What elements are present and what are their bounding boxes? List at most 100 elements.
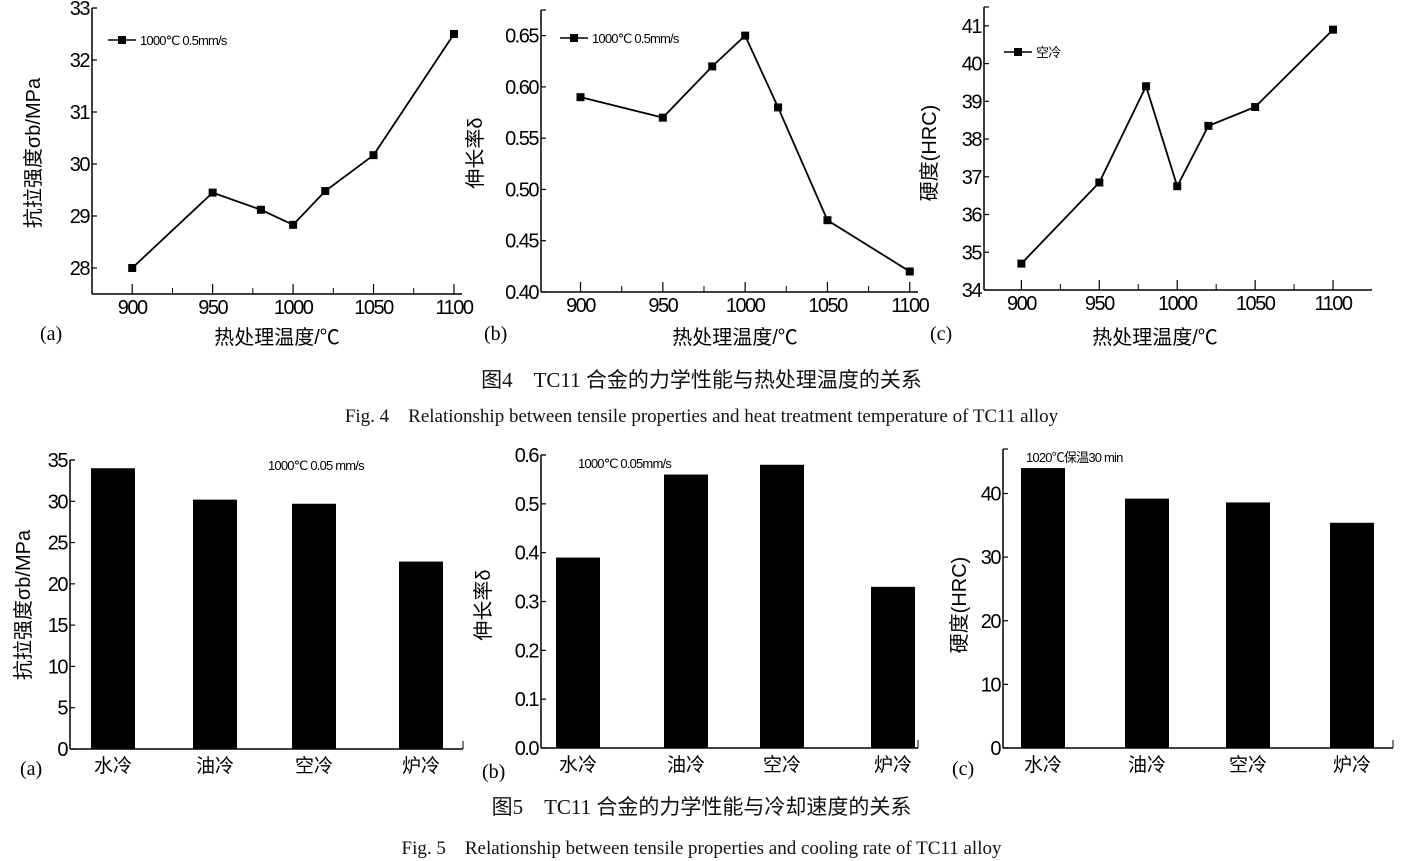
y-tick-label: 41 [962,16,983,38]
panel-label: (a) [20,758,42,780]
y-tick-label: 0.5 [515,494,540,516]
series-line [131,33,455,269]
annotation: 1020℃保温30 min [1026,450,1123,465]
legend-label: 1000℃ 0.5mm/s [592,31,680,46]
data-point [741,31,750,40]
bar [556,557,600,748]
data-point [1251,102,1260,111]
data-point [576,93,585,102]
panel-label: (a) [40,323,62,345]
figure4-caption-cn: 图4 TC11 合金的力学性能与热处理温度的关系 [481,368,922,392]
x-axis-label: 热处理温度/℃ [672,326,798,349]
y-tick-label: 0.40 [505,282,539,304]
data-point [1329,25,1338,34]
data-point [658,113,667,122]
x-category-label: 水冷 [559,754,597,776]
y-tick-label: 40 [981,484,1002,506]
data-point [128,264,137,272]
data-point [1204,121,1213,130]
x-axis-label: 热处理温度/℃ [214,326,340,349]
y-tick-label: 0.65 [505,26,539,48]
legend-marker [1014,48,1022,56]
y-tick-label: 0.60 [505,77,539,99]
y-tick-label: 20 [981,611,1002,633]
y-tick-label: 28 [70,258,91,280]
y-tick-label: 0.55 [505,128,539,150]
x-tick-label: 900 [1007,293,1037,315]
y-tick-label: 20 [48,574,69,596]
x-tick-label: 1100 [435,297,473,319]
legend-marker [118,36,126,44]
x-tick-label: 1050 [354,297,394,319]
y-tick-label: 0.6 [515,445,540,467]
bar [292,503,336,749]
x-category-label: 空冷 [295,755,333,777]
figure5-caption-en: Fig. 5 Relationship between tensile prop… [401,838,1002,859]
y-tick-label: 35 [48,450,69,472]
bar [664,474,708,748]
y-axis-label: 硬度(HRC) [918,105,941,202]
y-tick-label: 35 [962,242,983,264]
data-point [208,188,217,197]
bar [193,499,237,749]
bar [760,464,804,748]
figure4-caption-en: Fig. 4 Relationship between tensile prop… [344,406,1059,427]
bar [1125,498,1169,748]
x-tick-label: 1100 [891,295,929,317]
y-axis-label: 抗拉强度σb/MPa [12,529,35,680]
data-point [708,62,717,71]
series-line [580,34,911,273]
y-tick-label: 10 [48,656,69,678]
y-tick-label: 0.1 [515,689,540,711]
data-point [1017,259,1026,268]
y-tick-label: 0.2 [515,640,540,662]
annotation: 1000℃ 0.05 mm/s [268,458,365,473]
x-tick-label: 1000 [726,295,766,317]
x-tick-label: 950 [648,295,678,317]
x-tick-label: 1050 [808,295,848,317]
x-tick-label: 950 [198,297,228,319]
x-tick-label: 900 [566,295,596,317]
x-category-label: 油冷 [667,754,705,776]
x-category-label: 油冷 [196,755,234,777]
x-category-label: 水冷 [94,755,132,777]
x-tick-label: 950 [1085,293,1115,315]
y-tick-label: 0 [57,739,68,761]
bar [1330,522,1374,748]
data-point [1173,182,1182,191]
bar [1021,468,1065,748]
y-tick-label: 5 [57,698,68,720]
data-point [774,103,783,112]
x-category-label: 炉冷 [1333,754,1371,776]
y-tick-label: 25 [48,533,69,555]
y-tick-label: 38 [962,129,983,151]
legend-label: 空冷 [1036,45,1061,60]
y-axis-label: 伸长率δ [472,569,495,640]
x-category-label: 水冷 [1024,754,1062,776]
legend-label: 1000℃ 0.5mm/s [140,33,228,48]
y-tick-label: 39 [962,91,983,113]
x-category-label: 炉冷 [874,754,912,776]
x-tick-label: 1000 [1158,293,1198,315]
panel-label: (b) [482,761,505,783]
x-tick-label: 1000 [274,297,314,319]
panel-label: (c) [930,323,952,345]
y-tick-label: 34 [962,280,983,302]
bar [91,468,135,749]
data-point [1095,178,1104,187]
y-tick-label: 30 [70,154,91,176]
data-point [1142,82,1151,91]
y-tick-label: 29 [70,206,91,228]
x-axis-label: 热处理温度/℃ [1092,326,1218,349]
y-axis-label: 抗拉强度σb/MPa [22,77,45,228]
x-tick-label: 900 [118,297,148,319]
bar [1226,502,1270,748]
y-tick-label: 30 [48,491,69,513]
legend-marker [570,34,578,42]
figure5-caption-cn: 图5 TC11 合金的力学性能与冷却速度的关系 [491,795,912,819]
series-line [1020,29,1334,265]
x-tick-label: 1050 [1236,293,1276,315]
y-tick-label: 10 [981,674,1002,696]
y-tick-label: 0 [990,738,1001,760]
bar [399,561,443,749]
